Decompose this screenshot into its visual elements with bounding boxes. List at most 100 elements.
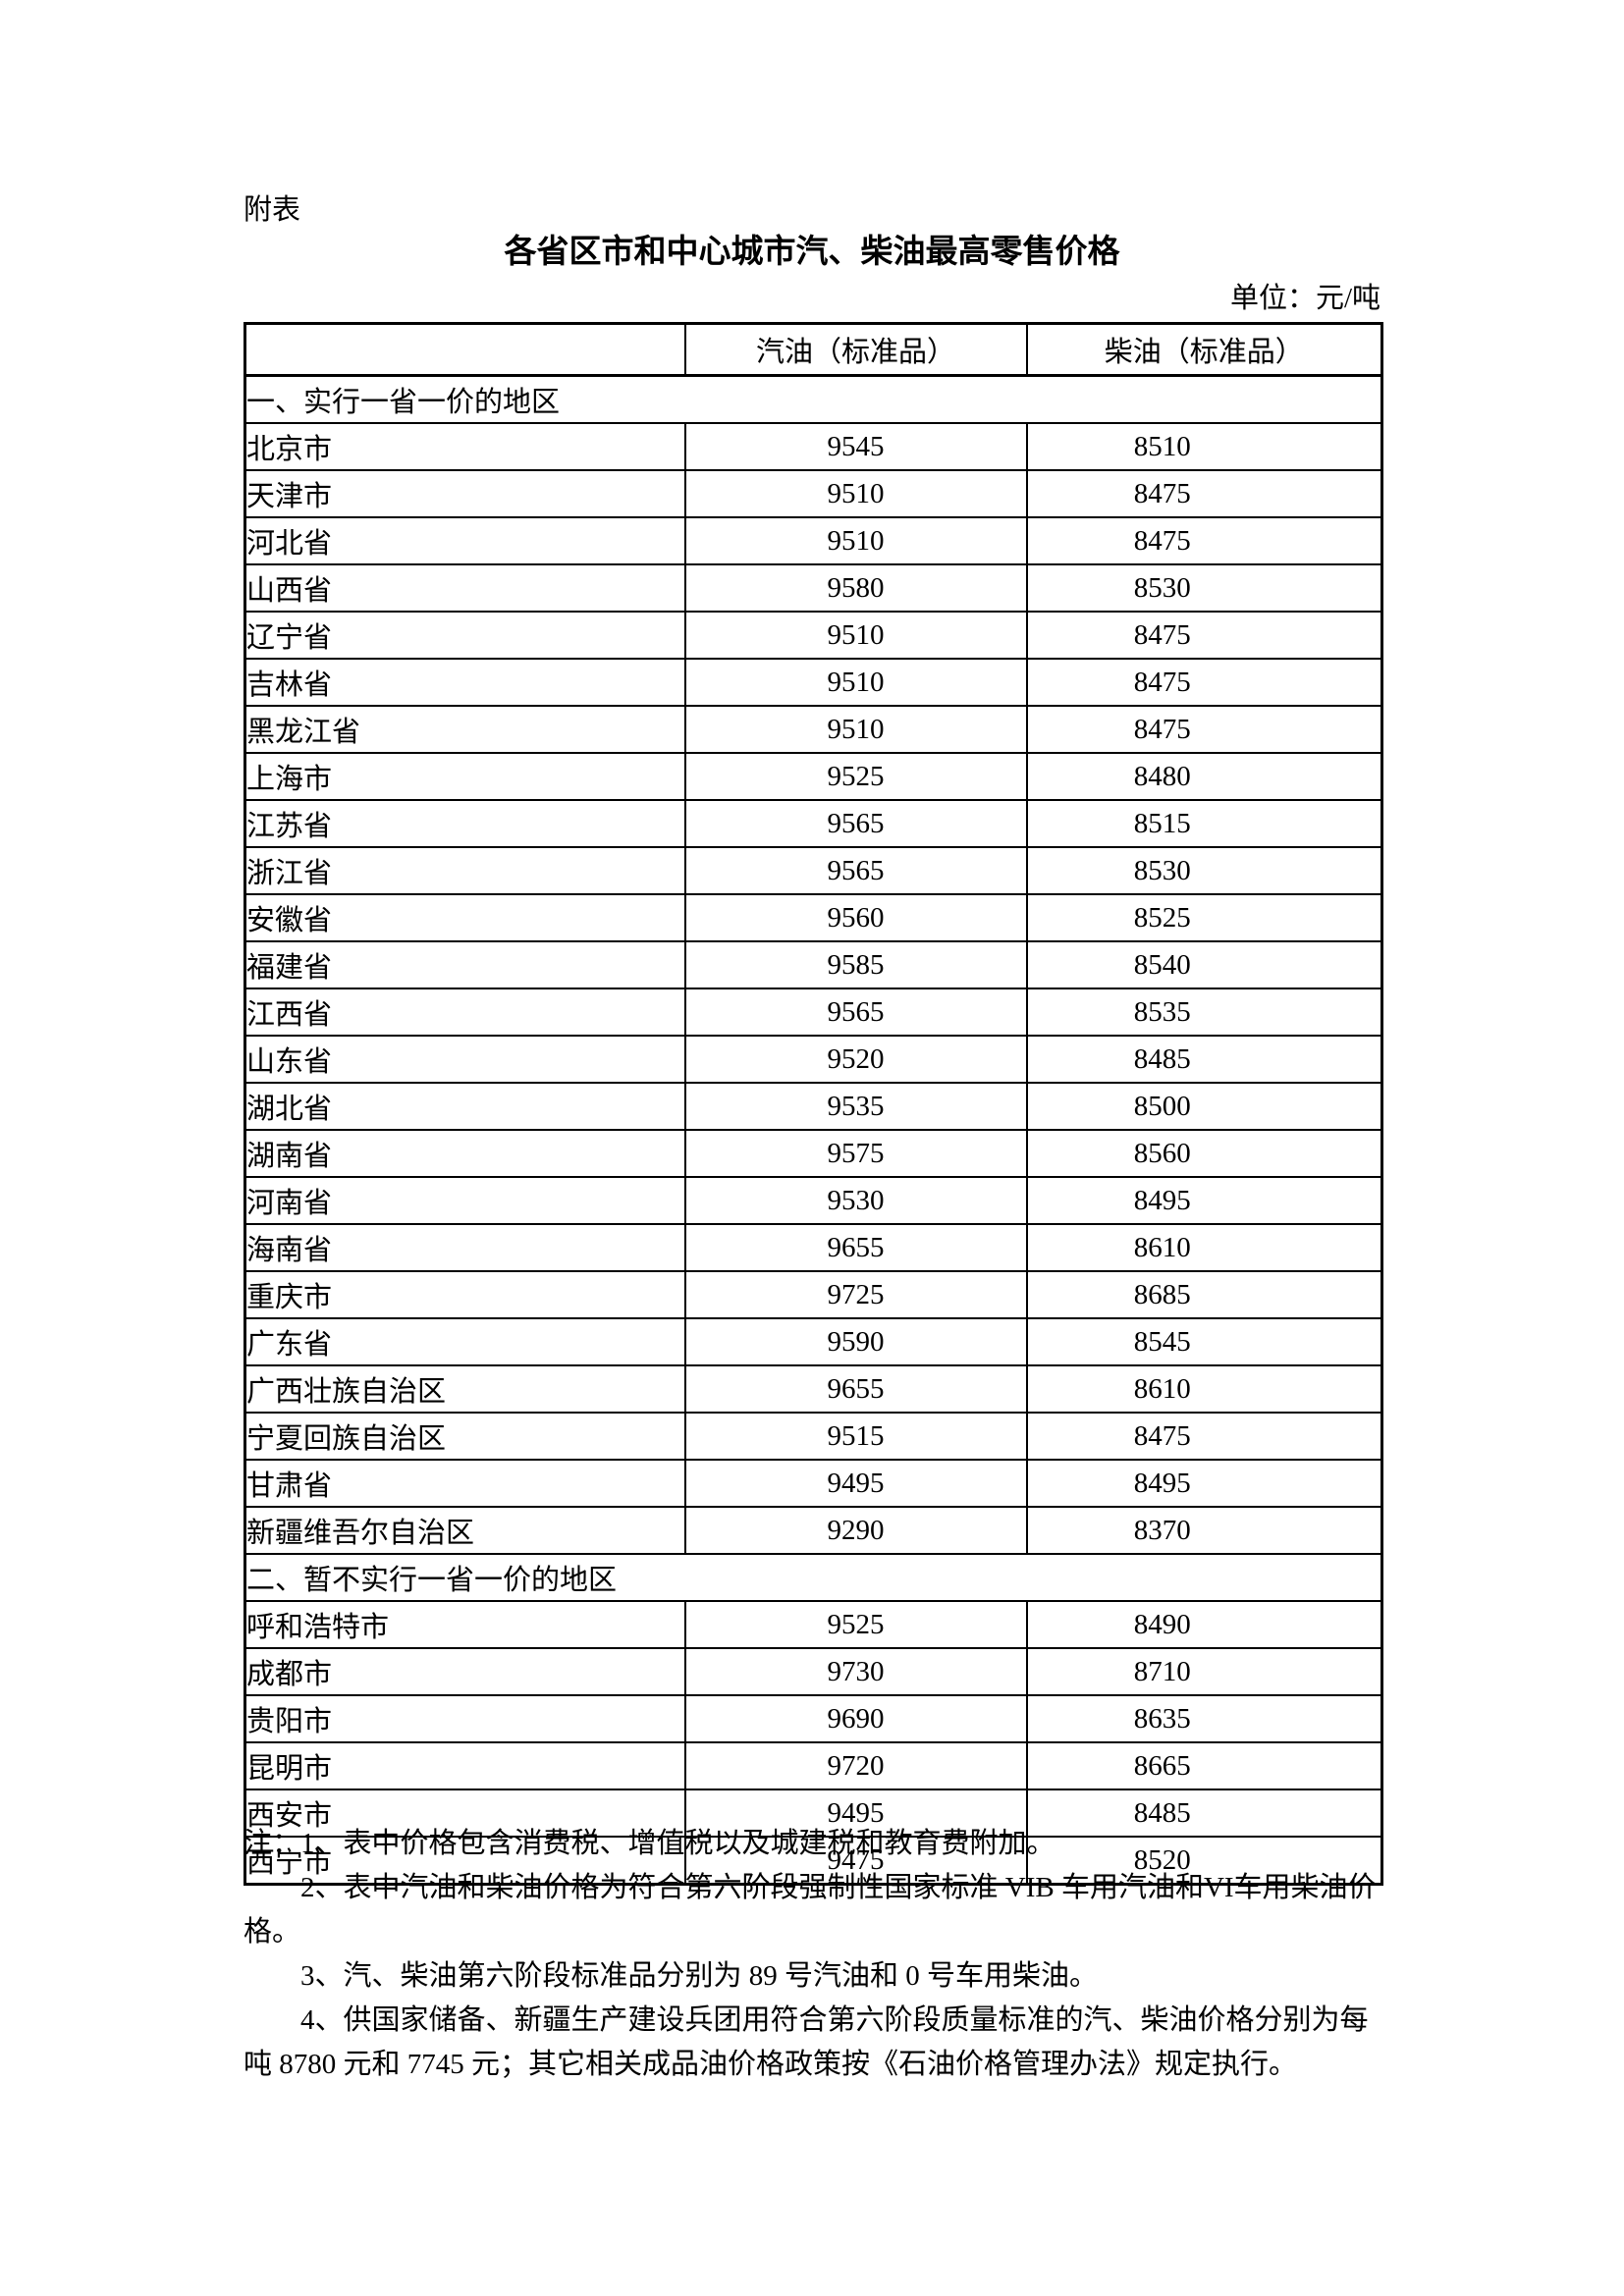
table-row: 西安市 9495 8485 <box>244 1789 1383 1838</box>
diesel-price: 8485 <box>1025 1035 1383 1084</box>
table-row: 浙江省 9565 8530 <box>244 846 1383 895</box>
diesel-price: 8500 <box>1025 1082 1383 1131</box>
diesel-column-header: 柴油（标准品） <box>1025 322 1383 377</box>
gasoline-price: 9565 <box>683 846 1028 895</box>
section-heading: 一、实行一省一价的地区 <box>244 374 1383 424</box>
region-name: 北京市 <box>244 422 686 471</box>
table-row: 河南省 9530 8495 <box>244 1176 1383 1225</box>
diesel-price: 8535 <box>1025 988 1383 1037</box>
table-row: 北京市 9545 8510 <box>244 422 1383 471</box>
page-title: 各省区市和中心城市汽、柴油最高零售价格 <box>504 235 1120 270</box>
gasoline-price: 9560 <box>683 893 1028 942</box>
gasoline-price: 9655 <box>683 1364 1028 1414</box>
region-name: 广西壮族自治区 <box>244 1364 686 1414</box>
gasoline-price: 9520 <box>683 1035 1028 1084</box>
gasoline-price: 9510 <box>683 469 1028 518</box>
diesel-price: 8560 <box>1025 1129 1383 1178</box>
gasoline-price: 9545 <box>683 422 1028 471</box>
gasoline-price: 9475 <box>683 1836 1028 1886</box>
gasoline-price: 9585 <box>683 940 1028 989</box>
attachment-label: 附表 <box>244 194 301 226</box>
note-line: 吨 8780 元和 7745 元；其它相关成品油价格政策按《石油价格管理办法》规… <box>244 2049 1298 2080</box>
note-line: 4、供国家储备、新疆生产建设兵团用符合第六阶段质量标准的汽、柴油价格分别为每 <box>300 2004 1369 2036</box>
diesel-price: 8480 <box>1025 752 1383 801</box>
table-row: 安徽省 9560 8525 <box>244 893 1383 942</box>
gasoline-price: 9580 <box>683 563 1028 613</box>
gasoline-price: 9525 <box>683 1600 1028 1649</box>
table-row: 吉林省 9510 8475 <box>244 658 1383 707</box>
region-name: 上海市 <box>244 752 686 801</box>
table-row: 湖北省 9535 8500 <box>244 1082 1383 1131</box>
diesel-price: 8710 <box>1025 1647 1383 1696</box>
diesel-price: 8685 <box>1025 1270 1383 1319</box>
table-row: 江西省 9565 8535 <box>244 988 1383 1037</box>
diesel-price: 8610 <box>1025 1364 1383 1414</box>
table-row: 海南省 9655 8610 <box>244 1223 1383 1272</box>
unit-label: 单位：元/吨 <box>1229 283 1380 314</box>
table-row: 新疆维吾尔自治区 9290 8370 <box>244 1506 1383 1555</box>
region-name: 广东省 <box>244 1317 686 1366</box>
diesel-price: 8610 <box>1025 1223 1383 1272</box>
table-row: 甘肃省 9495 8495 <box>244 1459 1383 1508</box>
region-name: 甘肃省 <box>244 1459 686 1508</box>
price-table: 汽油（标准品） 柴油（标准品） 一、实行一省一价的地区 北京市 9545 8510 天津… <box>244 322 1383 1886</box>
region-name: 山西省 <box>244 563 686 613</box>
note-line: 格。 <box>244 1916 301 1948</box>
region-name: 江苏省 <box>244 799 686 848</box>
table-row: 山西省 9580 8530 <box>244 563 1383 613</box>
region-name: 福建省 <box>244 940 686 989</box>
gasoline-price: 9565 <box>683 988 1028 1037</box>
gasoline-price: 9725 <box>683 1270 1028 1319</box>
gasoline-price: 9290 <box>683 1506 1028 1555</box>
diesel-price: 8540 <box>1025 940 1383 989</box>
gasoline-price: 9510 <box>683 611 1028 660</box>
gasoline-price: 9575 <box>683 1129 1028 1178</box>
region-name: 新疆维吾尔自治区 <box>244 1506 686 1555</box>
region-name: 天津市 <box>244 469 686 518</box>
diesel-price: 8475 <box>1025 658 1383 707</box>
table-row: 天津市 9510 8475 <box>244 469 1383 518</box>
section-header-row: 一、实行一省一价的地区 <box>244 374 1383 424</box>
notes: 注：1、表中价格包含消费税、增值税以及城建税和教育费附加。 2、表中汽油和柴油价格… <box>244 1822 1402 2087</box>
region-name: 山东省 <box>244 1035 686 1084</box>
diesel-price: 8475 <box>1025 469 1383 518</box>
gasoline-price: 9655 <box>683 1223 1028 1272</box>
table-row: 广东省 9590 8545 <box>244 1317 1383 1366</box>
diesel-price: 8490 <box>1025 1600 1383 1649</box>
gasoline-price: 9510 <box>683 705 1028 754</box>
gasoline-price: 9720 <box>683 1741 1028 1790</box>
table-row: 江苏省 9565 8515 <box>244 799 1383 848</box>
diesel-price: 8545 <box>1025 1317 1383 1366</box>
table-row: 西宁市 9475 8520 <box>244 1836 1383 1886</box>
section-heading: 二、暂不实行一省一价的地区 <box>244 1553 1383 1602</box>
gasoline-price: 9690 <box>683 1694 1028 1743</box>
gasoline-price: 9565 <box>683 799 1028 848</box>
diesel-price: 8475 <box>1025 611 1383 660</box>
gasoline-price: 9525 <box>683 752 1028 801</box>
region-column-header <box>244 322 686 377</box>
diesel-price: 8525 <box>1025 893 1383 942</box>
table-row: 福建省 9585 8540 <box>244 940 1383 989</box>
table-row: 河北省 9510 8475 <box>244 516 1383 565</box>
region-name: 安徽省 <box>244 893 686 942</box>
table-row: 重庆市 9725 8685 <box>244 1270 1383 1319</box>
region-name: 湖北省 <box>244 1082 686 1131</box>
gasoline-price: 9510 <box>683 516 1028 565</box>
note-line: 3、汽、柴油第六阶段标准品分别为 89 号汽油和 0 号车用柴油。 <box>300 1960 1099 1992</box>
table-row: 贵阳市 9690 8635 <box>244 1694 1383 1743</box>
table-row: 呼和浩特市 9525 8490 <box>244 1600 1383 1649</box>
region-name: 浙江省 <box>244 846 686 895</box>
table-row: 广西壮族自治区 9655 8610 <box>244 1364 1383 1414</box>
region-name: 昆明市 <box>244 1741 686 1790</box>
diesel-price: 8475 <box>1025 516 1383 565</box>
diesel-price: 8495 <box>1025 1459 1383 1508</box>
note-line: 注：1、表中价格包含消费税、增值税以及城建税和教育费附加。 <box>244 1828 1056 1859</box>
diesel-price: 8665 <box>1025 1741 1383 1790</box>
gasoline-price: 9730 <box>683 1647 1028 1696</box>
diesel-price: 8530 <box>1025 563 1383 613</box>
table-row: 上海市 9525 8480 <box>244 752 1383 801</box>
region-name: 宁夏回族自治区 <box>244 1412 686 1461</box>
gasoline-price: 9495 <box>683 1789 1028 1838</box>
table-row: 宁夏回族自治区 9515 8475 <box>244 1412 1383 1461</box>
gasoline-price: 9590 <box>683 1317 1028 1366</box>
